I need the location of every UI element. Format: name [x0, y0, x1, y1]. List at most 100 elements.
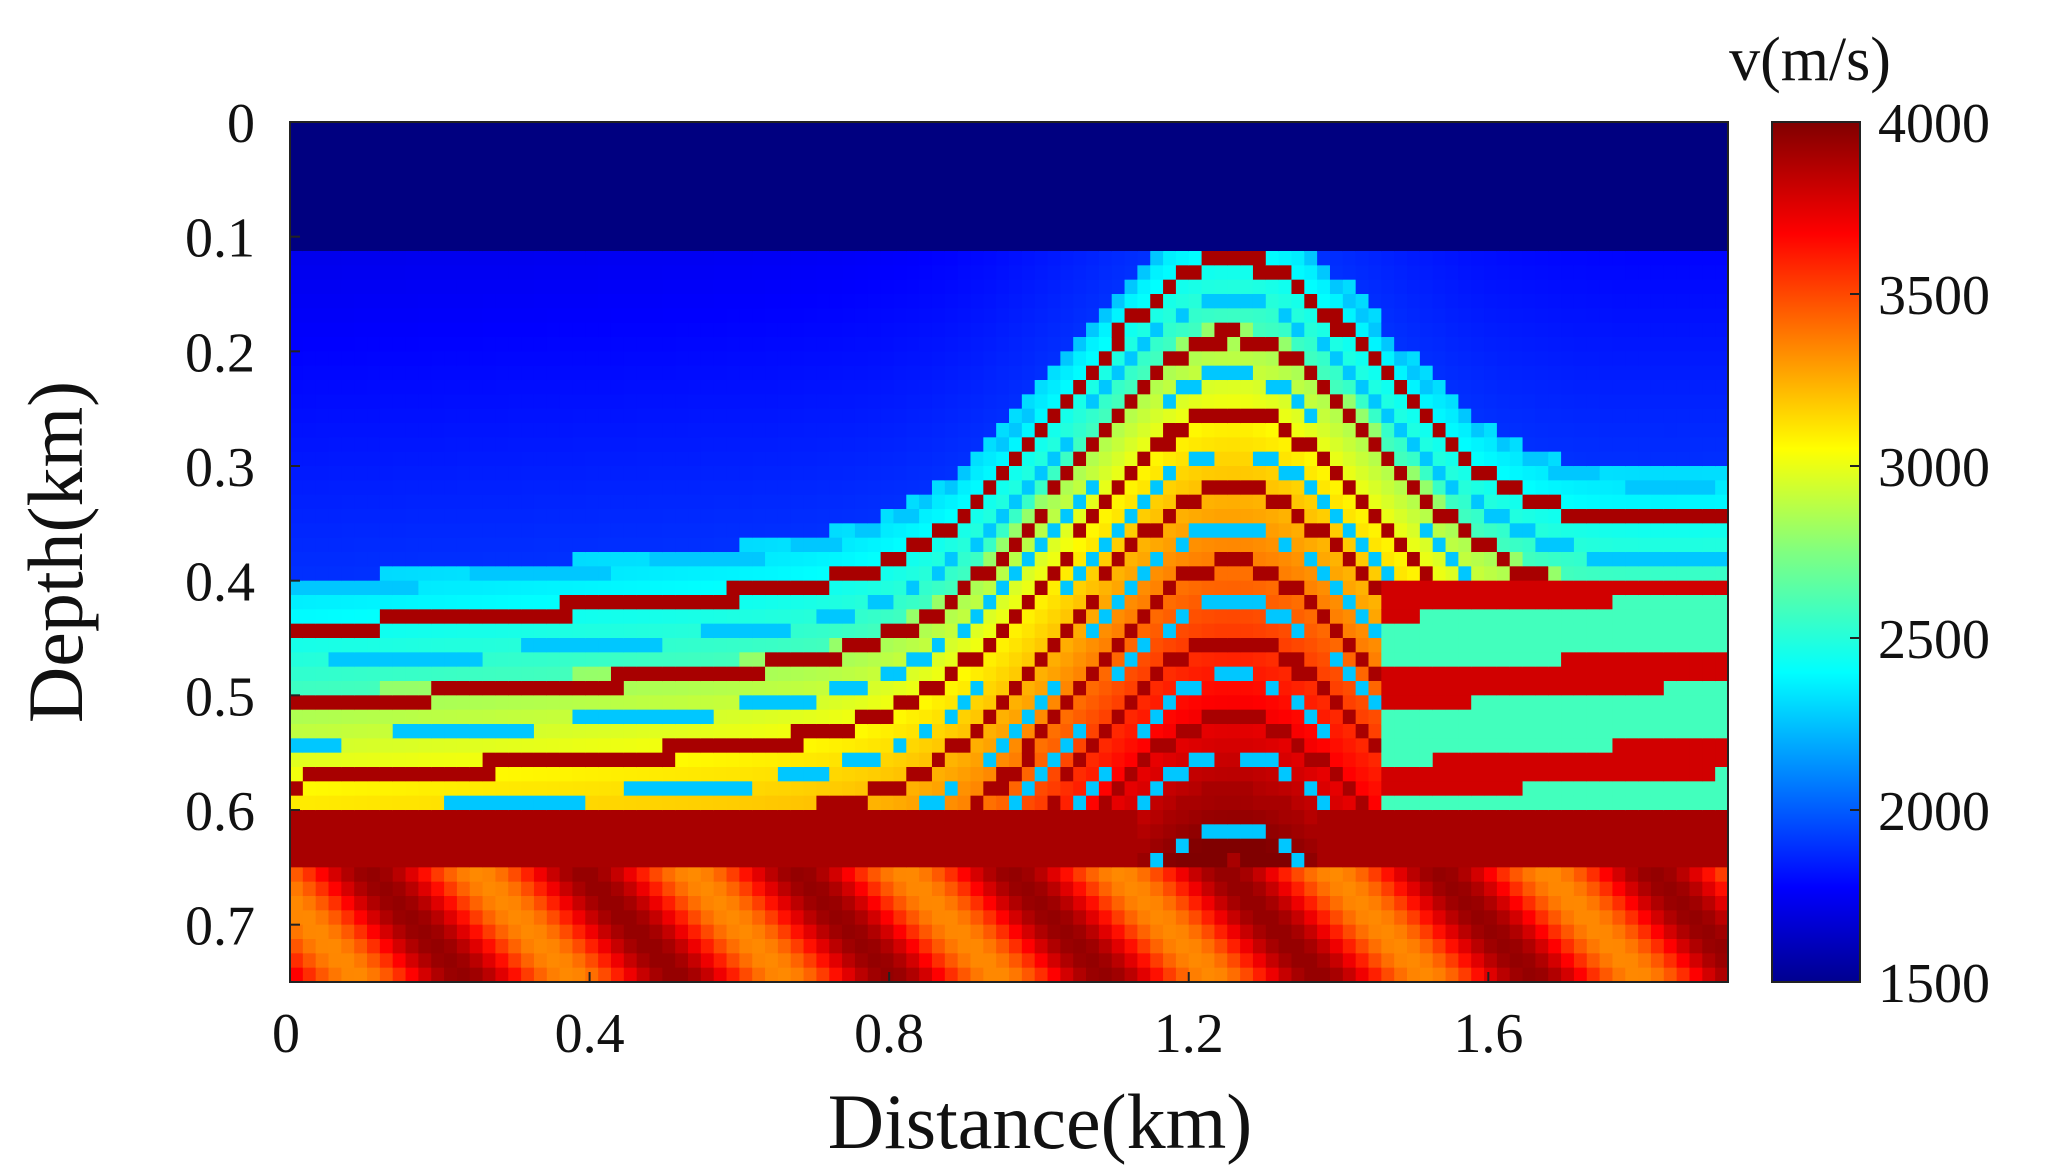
- heatmap-cell: [931, 939, 946, 954]
- heatmap-cell: [444, 165, 458, 180]
- heatmap-cell: [418, 193, 432, 209]
- heatmap-cell: [418, 150, 432, 166]
- heatmap-cell: [1188, 322, 1203, 338]
- heatmap-cell: [880, 781, 895, 797]
- heatmap-cell: [405, 595, 419, 610]
- heatmap-cell: [1124, 552, 1138, 567]
- heatmap-cell: [469, 881, 484, 897]
- heatmap-cell: [623, 853, 638, 868]
- heatmap-cell: [1227, 566, 1241, 582]
- heatmap-cell: [431, 165, 445, 180]
- heatmap-cell: [957, 136, 972, 152]
- heatmap-cell: [1291, 236, 1305, 252]
- heatmap-cell: [649, 924, 663, 940]
- heatmap-cell: [1291, 208, 1305, 223]
- heatmap-cell: [1304, 709, 1318, 725]
- heatmap-cell: [996, 308, 1010, 324]
- heatmap-cell: [842, 724, 856, 739]
- heatmap-cell: [508, 251, 522, 266]
- heatmap-cell: [906, 236, 920, 252]
- heatmap-cell: [1188, 896, 1203, 911]
- heatmap-cell: [1304, 466, 1318, 481]
- heatmap-cell: [957, 609, 972, 625]
- heatmap-cell: [1278, 337, 1293, 352]
- heatmap-cell: [392, 480, 407, 496]
- heatmap-cell: [1214, 924, 1228, 940]
- heatmap-cell: [1278, 136, 1293, 152]
- heatmap-cell: [559, 566, 574, 582]
- heatmap-cell: [867, 795, 882, 811]
- heatmap-cell: [752, 896, 766, 911]
- heatmap-cell: [636, 695, 651, 711]
- heatmap-cell: [1240, 595, 1254, 610]
- heatmap-cell: [893, 523, 907, 539]
- heatmap-cell: [1124, 724, 1138, 739]
- heatmap-cell: [1073, 308, 1087, 324]
- heatmap-cell: [1009, 896, 1023, 911]
- heatmap-cell: [790, 294, 805, 309]
- heatmap-cell: [1201, 824, 1216, 840]
- heatmap-cell: [1124, 709, 1138, 725]
- heatmap-cell: [1086, 738, 1100, 754]
- heatmap-cell: [469, 308, 484, 324]
- heatmap-cell: [867, 752, 882, 768]
- heatmap-cell: [328, 896, 342, 911]
- heatmap-cell: [379, 451, 394, 467]
- heatmap-cell: [1021, 695, 1036, 711]
- heatmap-cell: [1086, 552, 1100, 567]
- heatmap-cell: [1073, 136, 1087, 152]
- heatmap-cell: [1278, 838, 1293, 854]
- heatmap-cell: [957, 165, 972, 180]
- heatmap-cell: [1150, 638, 1164, 653]
- heatmap-cell: [546, 279, 561, 295]
- heatmap-cell: [392, 136, 407, 152]
- heatmap-cell: [944, 380, 959, 395]
- heatmap-cell: [1252, 265, 1267, 281]
- heatmap-cell: [1201, 265, 1216, 281]
- heatmap-cell: [328, 394, 342, 410]
- heatmap-cell: [1175, 853, 1190, 868]
- heatmap-cell: [328, 509, 342, 524]
- heatmap-cell: [919, 351, 933, 367]
- heatmap-cell: [1124, 423, 1138, 438]
- heatmap-cell: [1214, 122, 1228, 137]
- heatmap-cell: [1086, 810, 1100, 825]
- heatmap-cell: [1137, 480, 1151, 496]
- heatmap-cell: [726, 853, 740, 868]
- heatmap-cell: [662, 967, 676, 982]
- heatmap-cell: [585, 466, 599, 481]
- heatmap-cell: [495, 222, 509, 238]
- heatmap-cell: [996, 122, 1010, 137]
- heatmap-cell: [1291, 365, 1305, 381]
- heatmap-cell: [1227, 451, 1241, 467]
- heatmap-cell: [1137, 494, 1151, 510]
- heatmap-cell: [546, 853, 561, 868]
- heatmap-cell: [1188, 208, 1203, 223]
- heatmap-cell: [379, 881, 394, 897]
- heatmap-cell: [508, 752, 522, 768]
- heatmap-cell: [328, 523, 342, 539]
- heatmap-cell: [713, 193, 728, 209]
- heatmap-cell: [957, 652, 972, 668]
- heatmap-cell: [816, 666, 830, 682]
- heatmap-cell: [880, 222, 895, 238]
- heatmap-cell: [456, 294, 471, 309]
- heatmap-cell: [598, 423, 612, 438]
- heatmap-cell: [816, 781, 830, 797]
- heatmap-cell: [700, 910, 715, 926]
- heatmap-cell: [1188, 265, 1203, 281]
- heatmap-cell: [559, 666, 574, 682]
- heatmap-cell: [392, 193, 407, 209]
- heatmap-cell: [1150, 595, 1164, 610]
- heatmap-cell: [1034, 638, 1049, 653]
- heatmap-cell: [1291, 251, 1305, 266]
- heatmap-cell: [636, 853, 651, 868]
- heatmap-cell: [996, 394, 1010, 410]
- heatmap-cell: [893, 939, 907, 954]
- heatmap-cell: [495, 666, 509, 682]
- heatmap-cell: [1214, 638, 1228, 653]
- heatmap-cell: [842, 308, 856, 324]
- heatmap-cell: [739, 193, 753, 209]
- heatmap-cell: [1137, 294, 1151, 309]
- heatmap-cell: [610, 824, 625, 840]
